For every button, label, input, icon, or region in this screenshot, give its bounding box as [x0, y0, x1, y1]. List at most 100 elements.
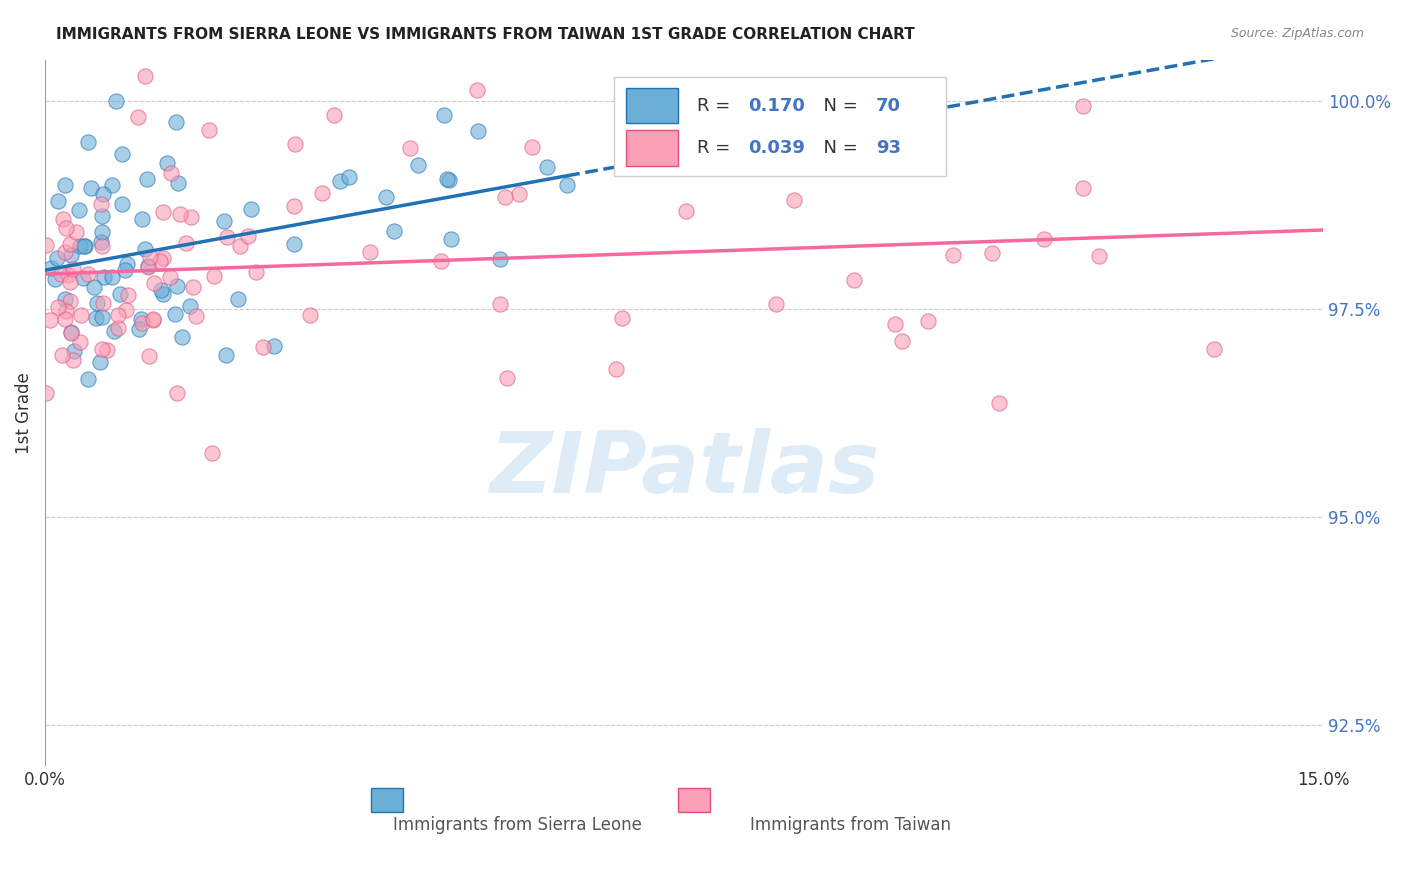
- Immigrants from Taiwan: [166, 386, 188, 401]
- Immigrants from Sierra Leone: [163, 307, 186, 321]
- Immigrants from Taiwan: [39, 312, 62, 326]
- Immigrants from Taiwan: [55, 221, 77, 235]
- Immigrants from Taiwan: [52, 212, 75, 227]
- Immigrants from Sierra Leone: [91, 186, 114, 201]
- Immigrants from Taiwan: [55, 303, 77, 318]
- Immigrants from Taiwan: [174, 235, 197, 250]
- Immigrants from Taiwan: [169, 207, 191, 221]
- Immigrants from Sierra Leone: [93, 269, 115, 284]
- Immigrants from Taiwan: [215, 230, 238, 244]
- Immigrants from Taiwan: [59, 237, 82, 252]
- Immigrants from Sierra Leone: [73, 239, 96, 253]
- Immigrants from Taiwan: [181, 280, 204, 294]
- Immigrants from Taiwan: [127, 110, 149, 124]
- Immigrants from Taiwan: [1073, 180, 1095, 194]
- Immigrants from Sierra Leone: [436, 171, 458, 186]
- Immigrants from Sierra Leone: [101, 178, 124, 192]
- Immigrants from Sierra Leone: [179, 299, 201, 313]
- Immigrants from Taiwan: [1087, 249, 1109, 263]
- Immigrants from Sierra Leone: [90, 210, 112, 224]
- Immigrants from Sierra Leone: [283, 237, 305, 252]
- Immigrants from Taiwan: [942, 248, 965, 262]
- Immigrants from Sierra Leone: [80, 181, 103, 195]
- Immigrants from Sierra Leone: [136, 259, 159, 273]
- FancyBboxPatch shape: [627, 130, 678, 166]
- Immigrants from Sierra Leone: [489, 252, 512, 266]
- Immigrants from Taiwan: [180, 210, 202, 224]
- Immigrants from Taiwan: [1071, 99, 1094, 113]
- Text: Immigrants from Sierra Leone: Immigrants from Sierra Leone: [394, 816, 643, 834]
- Immigrants from Sierra Leone: [337, 170, 360, 185]
- Immigrants from Taiwan: [60, 326, 83, 341]
- Immigrants from Taiwan: [149, 254, 172, 268]
- Immigrants from Taiwan: [143, 276, 166, 290]
- Immigrants from Taiwan: [59, 294, 82, 309]
- Immigrants from Taiwan: [160, 166, 183, 180]
- Text: N =: N =: [811, 139, 863, 157]
- Immigrants from Taiwan: [311, 186, 333, 201]
- Text: Immigrants from Taiwan: Immigrants from Taiwan: [749, 816, 950, 834]
- Immigrants from Sierra Leone: [84, 311, 107, 326]
- Immigrants from Sierra Leone: [63, 343, 86, 358]
- Immigrants from Taiwan: [96, 343, 118, 357]
- Immigrants from Taiwan: [520, 140, 543, 154]
- Immigrants from Taiwan: [56, 268, 79, 282]
- Immigrants from Sierra Leone: [170, 329, 193, 343]
- Immigrants from Taiwan: [890, 334, 912, 348]
- Immigrants from Sierra Leone: [212, 214, 235, 228]
- Immigrants from Taiwan: [284, 137, 307, 152]
- Immigrants from Taiwan: [675, 203, 697, 218]
- Immigrants from Sierra Leone: [86, 296, 108, 310]
- Immigrants from Sierra Leone: [89, 355, 111, 369]
- Immigrants from Taiwan: [53, 244, 76, 259]
- Immigrants from Taiwan: [35, 386, 58, 401]
- Immigrants from Sierra Leone: [111, 147, 134, 161]
- Immigrants from Sierra Leone: [228, 292, 250, 306]
- Immigrants from Sierra Leone: [215, 348, 238, 362]
- Immigrants from Taiwan: [70, 308, 93, 322]
- Immigrants from Taiwan: [90, 196, 112, 211]
- Immigrants from Taiwan: [917, 314, 939, 328]
- Immigrants from Taiwan: [62, 353, 84, 368]
- Immigrants from Sierra Leone: [83, 280, 105, 294]
- Immigrants from Taiwan: [429, 253, 451, 268]
- Immigrants from Taiwan: [77, 267, 100, 281]
- Immigrants from Taiwan: [69, 334, 91, 349]
- Immigrants from Sierra Leone: [90, 225, 112, 239]
- Immigrants from Taiwan: [107, 308, 129, 322]
- Immigrants from Sierra Leone: [108, 287, 131, 301]
- Immigrants from Taiwan: [131, 316, 153, 330]
- Immigrants from Taiwan: [117, 287, 139, 301]
- Immigrants from Taiwan: [138, 260, 160, 274]
- Text: R =: R =: [697, 139, 735, 157]
- Immigrants from Taiwan: [91, 342, 114, 356]
- Immigrants from Taiwan: [107, 320, 129, 334]
- Immigrants from Taiwan: [398, 141, 420, 155]
- Immigrants from Taiwan: [49, 267, 72, 281]
- Immigrants from Sierra Leone: [149, 283, 172, 297]
- Immigrants from Taiwan: [142, 313, 165, 327]
- FancyBboxPatch shape: [613, 78, 946, 177]
- Immigrants from Taiwan: [496, 370, 519, 384]
- Immigrants from Taiwan: [152, 251, 174, 265]
- Immigrants from Sierra Leone: [375, 190, 398, 204]
- Immigrants from Sierra Leone: [166, 279, 188, 293]
- Immigrants from Sierra Leone: [46, 194, 69, 208]
- Immigrants from Taiwan: [198, 122, 221, 136]
- Immigrants from Sierra Leone: [44, 272, 66, 286]
- Immigrants from Sierra Leone: [55, 178, 77, 193]
- Immigrants from Sierra Leone: [115, 257, 138, 271]
- Immigrants from Taiwan: [980, 245, 1002, 260]
- Immigrants from Taiwan: [765, 297, 787, 311]
- Immigrants from Sierra Leone: [167, 176, 190, 190]
- Immigrants from Taiwan: [62, 262, 84, 277]
- Immigrants from Sierra Leone: [536, 160, 558, 174]
- Immigrants from Sierra Leone: [437, 173, 460, 187]
- Immigrants from Taiwan: [139, 250, 162, 264]
- Immigrants from Sierra Leone: [135, 172, 157, 186]
- Immigrants from Taiwan: [152, 205, 174, 219]
- Immigrants from Taiwan: [323, 108, 346, 122]
- Immigrants from Taiwan: [59, 275, 82, 289]
- Immigrants from Taiwan: [142, 312, 165, 326]
- Immigrants from Sierra Leone: [91, 310, 114, 324]
